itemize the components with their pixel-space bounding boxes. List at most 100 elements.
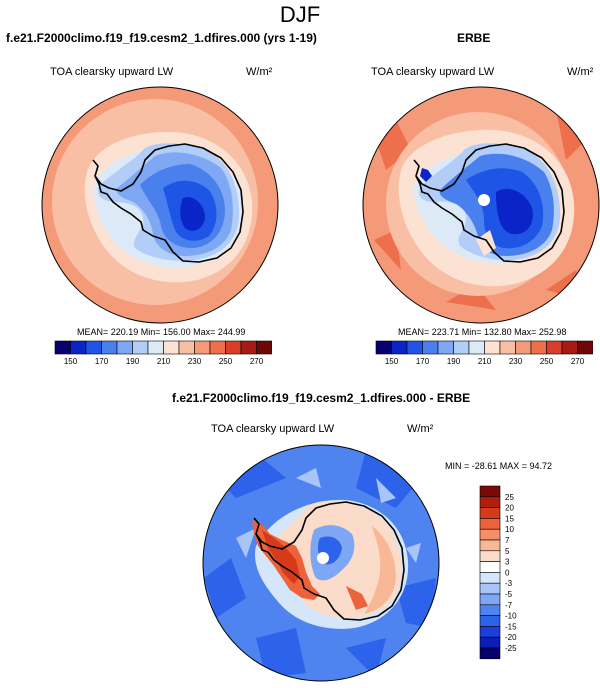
colorbar-cell — [178, 340, 195, 355]
colorbar-cell — [577, 340, 593, 355]
diff-colorbar-cell — [479, 507, 501, 519]
diff-colorbar-cell — [479, 528, 501, 541]
obs-pole-hole — [478, 194, 490, 206]
model-units: W/m² — [246, 66, 273, 78]
diff-colorbar-tick-label: -25 — [505, 644, 517, 653]
diff-colorbar-tick-label: -7 — [505, 601, 513, 610]
colorbar-tick-label: 190 — [447, 357, 461, 366]
colorbar-cell — [453, 340, 470, 355]
colorbar-tick-label: 270 — [571, 357, 585, 366]
colorbar-cell — [484, 340, 501, 355]
obs-ross-shelf — [476, 230, 496, 256]
model-panel-title: f.e21.F2000climo.f19_f19.cesm2_1.dfires.… — [6, 31, 317, 45]
diff-colorbar-cell — [479, 485, 501, 498]
colorbar-cell — [147, 340, 164, 355]
diff-colorbar-cell — [479, 539, 501, 552]
colorbar-cell — [530, 340, 547, 355]
diff-coastal-warm-spot — [346, 586, 368, 610]
colorbar-cell — [209, 340, 226, 355]
diff-colorbar-cell — [479, 593, 501, 606]
diff-colorbar-tick-label: 10 — [505, 525, 514, 534]
diff-colorbar-tick-label: -3 — [505, 579, 513, 588]
obs-colorbar: 150170190210230250270290 — [375, 340, 593, 366]
colorbar-cell — [437, 340, 454, 355]
model-map-border — [41, 86, 279, 324]
diff-coastline — [253, 501, 405, 621]
colorbar-cell — [54, 340, 71, 355]
obs-plateau-core — [496, 188, 533, 235]
colorbar-tick-label: 270 — [250, 357, 264, 366]
colorbar-cell — [499, 340, 516, 355]
diff-colorbar-cell — [479, 582, 501, 595]
diff-colorbar-cell — [479, 496, 501, 508]
model-polar-map — [41, 86, 279, 324]
diff-colorbar-tick-label: 0 — [505, 568, 510, 577]
diff-units: W/m² — [407, 423, 434, 435]
colorbar-cell — [163, 340, 180, 355]
diff-colorbar-tick-label: -20 — [505, 633, 517, 642]
figure-title: DJF — [279, 2, 321, 27]
diff-polar-map — [202, 444, 440, 682]
colorbar-tick-label: 230 — [188, 357, 202, 366]
diff-colorbar-cell — [479, 572, 501, 584]
model-var-label: TOA clearsky upward LW — [50, 66, 174, 78]
diff-var-label: TOA clearsky upward LW — [211, 423, 335, 435]
diff-colorbar-cell — [479, 518, 501, 530]
obs-var-label: TOA clearsky upward LW — [371, 66, 495, 78]
obs-coastline — [413, 143, 565, 263]
colorbar-cell — [194, 340, 211, 355]
colorbar-cell — [406, 340, 423, 355]
diff-colorbar-tick-label: 3 — [505, 558, 510, 567]
diff-colorbar-tick-label: -15 — [505, 622, 517, 631]
colorbar-cell — [225, 340, 242, 355]
diff-colorbar-tick-label: 25 — [505, 493, 514, 502]
colorbar-tick-label: 150 — [64, 357, 78, 366]
obs-panel-title: ERBE — [457, 31, 491, 45]
colorbar-tick-label: 210 — [157, 357, 171, 366]
diff-stats: MIN = -28.61 MAX = 94.72 — [445, 461, 553, 471]
diff-colorbar-tick-label: 5 — [505, 547, 510, 556]
obs-stats: MEAN= 223.71 Min= 132.80 Max= 252.98 — [398, 327, 567, 337]
colorbar-tick-label: 250 — [219, 357, 233, 366]
colorbar-cell — [375, 340, 392, 355]
model-stats: MEAN= 220.19 Min= 156.00 Max= 244.99 — [77, 327, 246, 337]
colorbar-cell — [132, 340, 149, 355]
diff-pole-hole — [317, 552, 329, 564]
diff-colorbar-tick-label: 20 — [505, 504, 514, 513]
colorbar-tick-label: 190 — [126, 357, 140, 366]
colorbar-tick-label: 170 — [416, 357, 430, 366]
colorbar-tick-label: 150 — [385, 357, 399, 366]
model-plateau-core — [180, 197, 205, 231]
diff-colorbar-cell — [479, 636, 501, 649]
obs-units: W/m² — [567, 66, 594, 78]
colorbar-cell — [256, 340, 272, 355]
obs-peninsula-cold — [420, 168, 432, 182]
colorbar-cell — [468, 340, 485, 355]
diff-colorbar-cell — [479, 604, 501, 616]
diff-colorbar-cell — [479, 626, 501, 638]
model-colorbar: 150170190210230250270290 — [54, 340, 272, 366]
colorbar-cell — [85, 340, 102, 355]
colorbar-cell — [101, 340, 118, 355]
colorbar-cell — [422, 340, 439, 355]
colorbar-tick-label: 230 — [509, 357, 523, 366]
diff-colorbar-cell — [479, 647, 501, 660]
colorbar-cell — [515, 340, 532, 355]
diff-colorbar-tick-label: 7 — [505, 536, 510, 545]
obs-map-border — [362, 86, 600, 324]
colorbar-cell — [116, 340, 133, 355]
colorbar-cell — [561, 340, 578, 355]
colorbar-cell — [240, 340, 257, 355]
diff-colorbar-tick-label: 15 — [505, 514, 514, 523]
colorbar-cell — [391, 340, 408, 355]
colorbar-tick-label: 170 — [95, 357, 109, 366]
obs-polar-map — [362, 86, 600, 324]
colorbar-cell — [70, 340, 87, 355]
diff-colorbar-tick-label: -10 — [505, 612, 517, 621]
diff-colorbar-cell — [479, 615, 501, 627]
colorbar-tick-label: 250 — [540, 357, 554, 366]
diff-colorbar-cell — [479, 561, 501, 573]
colorbar-cell — [546, 340, 563, 355]
diff-east-coast-warm — [364, 526, 396, 614]
